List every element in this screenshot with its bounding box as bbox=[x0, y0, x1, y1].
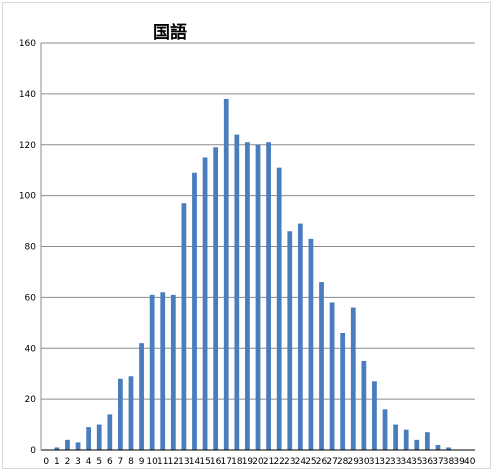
x-tick-label: 21 bbox=[263, 457, 274, 467]
y-tick-label: 20 bbox=[25, 395, 37, 405]
bar bbox=[202, 157, 208, 450]
y-tick-label: 80 bbox=[25, 243, 37, 253]
x-tick-label: 12 bbox=[168, 457, 179, 467]
x-tick-label: 2 bbox=[65, 457, 71, 467]
x-tick-label: 27 bbox=[326, 457, 337, 467]
bar bbox=[446, 447, 451, 450]
x-tick-label: 26 bbox=[316, 457, 328, 467]
x-tick-label: 1 bbox=[54, 457, 60, 467]
x-tick-label: 7 bbox=[118, 457, 124, 467]
bar bbox=[393, 424, 398, 450]
bar bbox=[192, 172, 197, 450]
bar bbox=[170, 294, 176, 450]
x-tick-label: 4 bbox=[86, 457, 92, 467]
bar bbox=[340, 332, 346, 450]
y-tick-label: 140 bbox=[19, 90, 36, 100]
bar bbox=[107, 414, 113, 450]
x-tick-label: 18 bbox=[231, 457, 243, 467]
bar bbox=[276, 167, 282, 451]
bar bbox=[234, 134, 240, 450]
x-tick-label: 32 bbox=[379, 457, 390, 467]
x-tick-label: 23 bbox=[284, 457, 295, 467]
bar bbox=[118, 378, 123, 450]
bar bbox=[213, 147, 219, 450]
x-tick-label: 40 bbox=[464, 457, 476, 467]
x-tick-label: 9 bbox=[139, 457, 145, 467]
y-tick-label: 40 bbox=[25, 344, 37, 354]
bar bbox=[96, 424, 102, 450]
bar bbox=[245, 142, 250, 451]
bar bbox=[128, 376, 134, 450]
x-tick-label: 38 bbox=[443, 457, 455, 467]
x-tick-labels: 0 1 2 3 4 5 6 7 8 9 10 11 12 13 14 15 16 17 18 19 20 21 22 23 24… bbox=[43, 457, 475, 467]
y-tick-label: 0 bbox=[30, 446, 36, 456]
bar bbox=[139, 343, 144, 450]
bar bbox=[255, 144, 261, 450]
bar bbox=[160, 292, 166, 450]
x-tick-label: 19 bbox=[242, 457, 254, 467]
x-tick-label: 33 bbox=[390, 457, 401, 467]
bar bbox=[414, 439, 420, 450]
bar bbox=[287, 231, 293, 450]
x-tick-label: 34 bbox=[400, 457, 412, 467]
bar bbox=[372, 381, 377, 450]
y-tick-label: 100 bbox=[19, 192, 36, 202]
x-tick-label: 25 bbox=[305, 457, 316, 467]
bar bbox=[435, 444, 441, 450]
x-tick-label: 24 bbox=[295, 457, 307, 467]
bar bbox=[149, 294, 155, 450]
bar bbox=[266, 142, 271, 451]
y-tick-label: 60 bbox=[25, 293, 37, 303]
x-tick-label: 39 bbox=[453, 457, 465, 467]
bar bbox=[329, 302, 335, 450]
bar bbox=[308, 238, 314, 450]
bar bbox=[424, 432, 430, 450]
x-tick-label: 6 bbox=[107, 457, 113, 467]
bar bbox=[361, 360, 367, 450]
y-tick-label: 160 bbox=[19, 39, 36, 49]
x-tick-label: 22 bbox=[273, 457, 284, 467]
x-tick-label: 0 bbox=[43, 457, 49, 467]
x-tick-label: 14 bbox=[189, 457, 201, 467]
bar bbox=[350, 307, 356, 450]
x-tick-label: 37 bbox=[432, 457, 443, 467]
bar bbox=[382, 409, 388, 450]
x-tick-label: 10 bbox=[146, 457, 158, 467]
bar bbox=[181, 203, 187, 450]
bar bbox=[403, 429, 409, 450]
x-tick-label: 5 bbox=[96, 457, 102, 467]
x-tick-label: 13 bbox=[178, 457, 189, 467]
y-tick-labels: 0 20 40 60 80 100 120 140 160 bbox=[19, 39, 36, 456]
bar bbox=[86, 427, 92, 450]
y-tick-label: 120 bbox=[19, 141, 36, 151]
x-tick-label: 30 bbox=[358, 457, 370, 467]
x-tick-label: 29 bbox=[348, 457, 360, 467]
bars bbox=[54, 98, 451, 451]
x-tick-label: 36 bbox=[422, 457, 434, 467]
x-tick-label: 17 bbox=[221, 457, 232, 467]
x-tick-label: 15 bbox=[199, 457, 210, 467]
x-tick-label: 31 bbox=[369, 457, 380, 467]
x-tick-label: 20 bbox=[252, 457, 264, 467]
x-tick-label: 16 bbox=[210, 457, 222, 467]
x-tick-label: 11 bbox=[157, 457, 168, 467]
x-tick-label: 35 bbox=[411, 457, 422, 467]
bar bbox=[54, 447, 60, 450]
x-tick-label: 3 bbox=[75, 457, 81, 467]
x-tick-label: 28 bbox=[337, 457, 349, 467]
bar bbox=[223, 98, 229, 451]
chart-title: 国語 bbox=[153, 23, 187, 43]
bar bbox=[65, 439, 70, 450]
bar bbox=[75, 442, 81, 450]
x-tick-label: 8 bbox=[128, 457, 134, 467]
bar bbox=[297, 223, 303, 450]
bar bbox=[319, 282, 324, 450]
